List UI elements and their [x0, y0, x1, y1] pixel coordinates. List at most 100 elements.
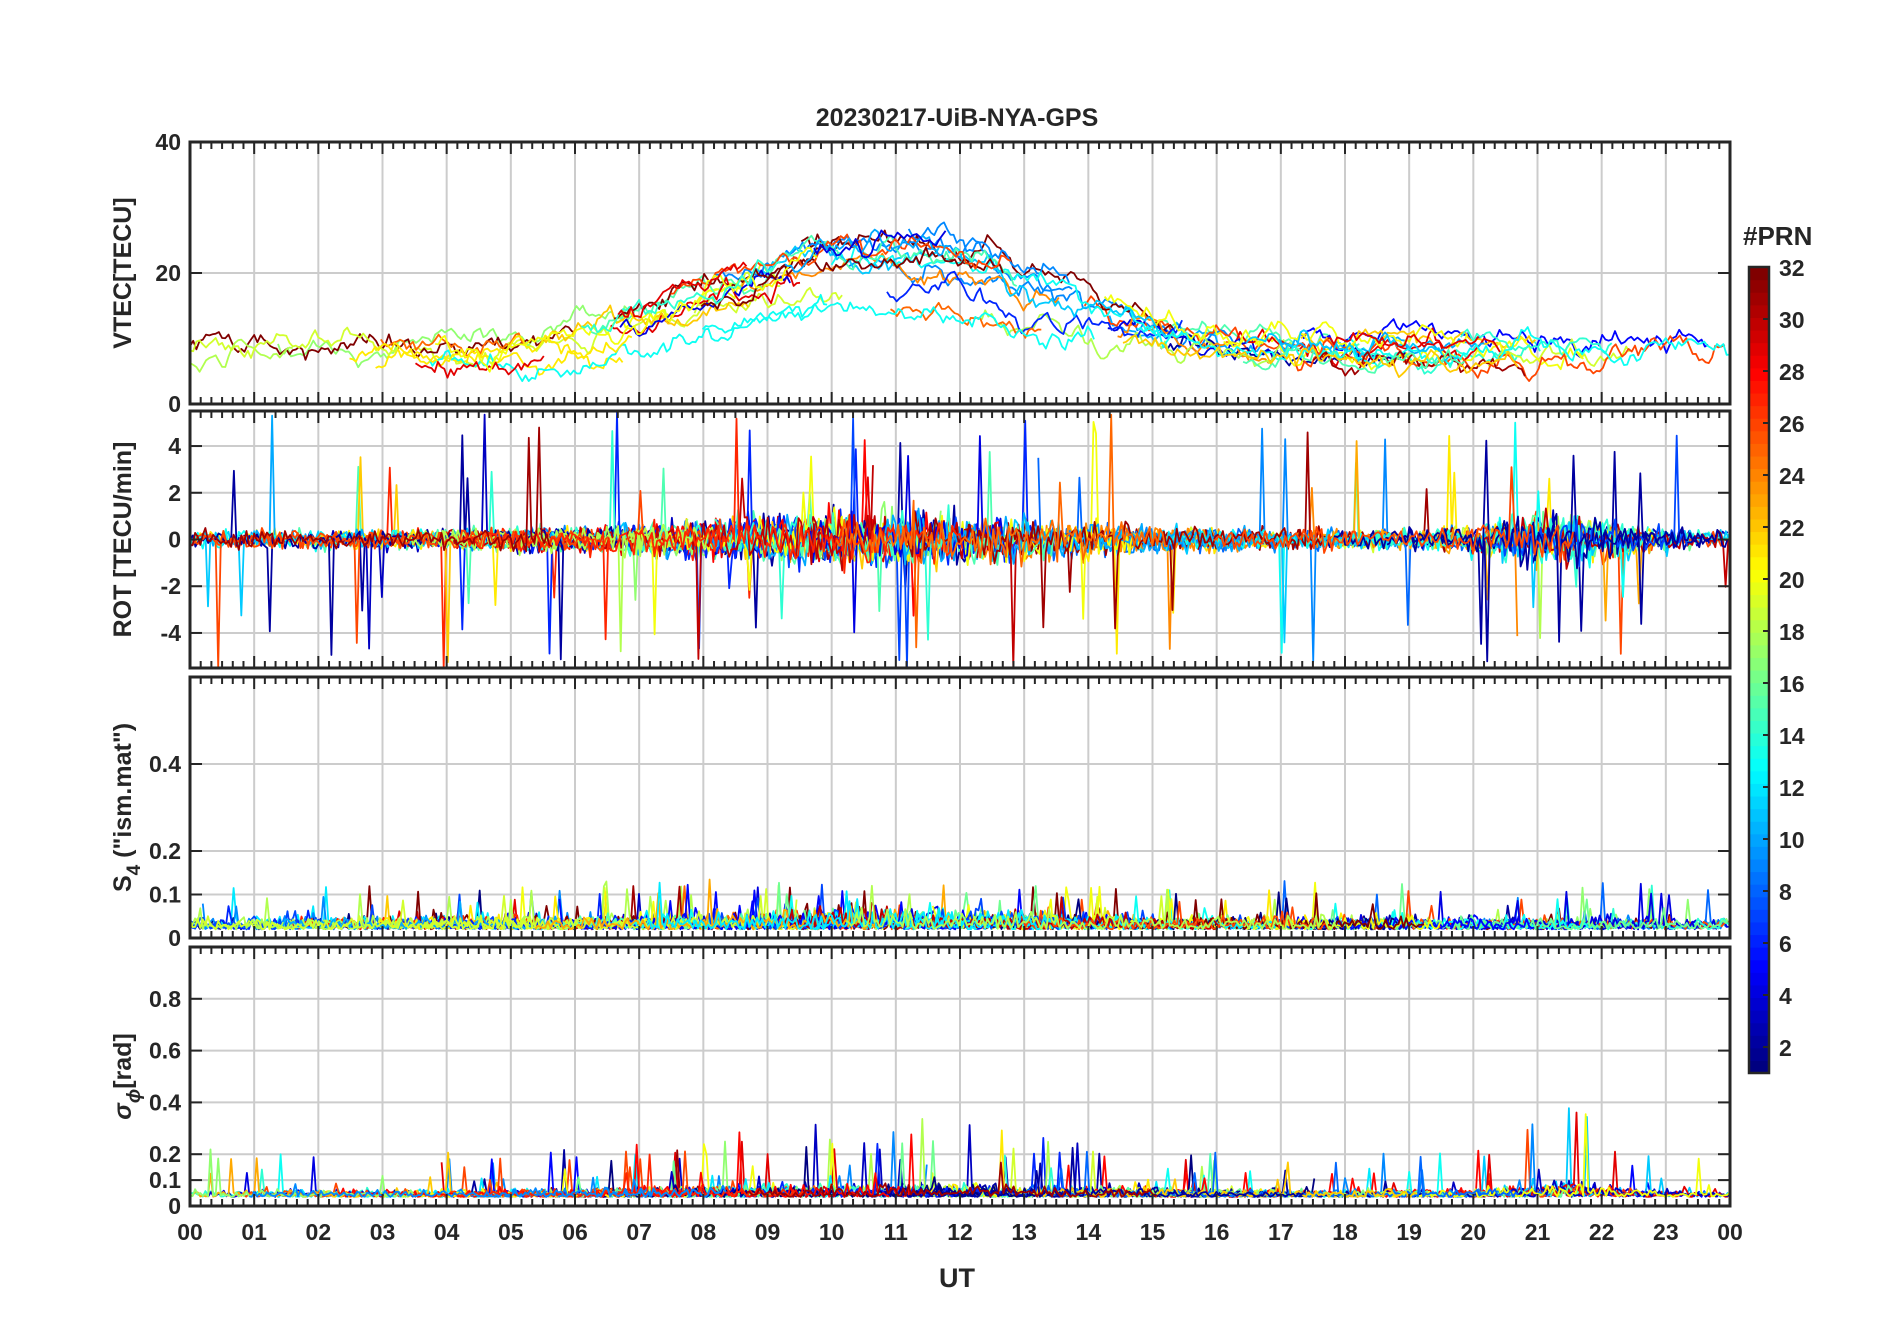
colorbar-segment: [1749, 972, 1769, 986]
x-tick-label: 02: [306, 1219, 332, 1245]
series-line: [1035, 1161, 1417, 1198]
colorbar-segment: [1749, 909, 1769, 923]
y-tick-label: 0.1: [149, 1167, 181, 1193]
series-line: [375, 347, 624, 376]
series-line: [190, 426, 553, 553]
y-tick-label: 4: [168, 433, 181, 459]
colorbar-segment: [1749, 581, 1769, 596]
grid-s4: [190, 677, 1730, 938]
series-line: [190, 414, 440, 550]
y-tick-label: 0.2: [149, 1141, 181, 1167]
colorbar-segment: [1749, 1035, 1769, 1049]
colorbar-tick-label: 12: [1779, 775, 1805, 801]
y-axis-label-vtec: VTEC[TECU]: [109, 197, 137, 348]
x-tick-label: 15: [1140, 1219, 1166, 1245]
colorbar-segment: [1749, 607, 1769, 621]
colorbar-segment: [1749, 770, 1769, 784]
y-tick-label: 2: [168, 480, 181, 506]
y-tick-label: 20: [155, 260, 181, 286]
colorbar-segment: [1749, 304, 1769, 318]
colorbar-segment: [1749, 317, 1769, 331]
series-line: [581, 259, 781, 334]
colorbar-segment: [1749, 695, 1769, 709]
y-axis-label-rot: ROT [TECU/min]: [109, 442, 137, 638]
colorbar-tick-label: 22: [1779, 515, 1805, 541]
x-tick-label: 13: [1011, 1219, 1037, 1245]
colorbar-segment: [1749, 380, 1769, 394]
colorbar-segment: [1749, 821, 1769, 835]
series-line: [190, 899, 555, 931]
x-axis-label: UT: [939, 1263, 975, 1293]
x-tick-label: 06: [562, 1219, 588, 1245]
series-s4: [190, 878, 1730, 931]
x-tick-label: 07: [626, 1219, 652, 1245]
y-tick-label: 0.4: [149, 1089, 181, 1115]
colorbar-segment: [1749, 405, 1769, 419]
colorbar-segment: [1749, 846, 1769, 860]
series-line: [714, 450, 1055, 612]
colorbar-segment: [1749, 858, 1769, 873]
x-tick-label: 09: [755, 1219, 781, 1245]
colorbar-segment: [1749, 468, 1769, 482]
colorbar-tick-label: 8: [1779, 879, 1792, 905]
series-line: [884, 1146, 1304, 1198]
colorbar-title: #PRN: [1743, 221, 1812, 251]
colorbar-segment: [1749, 682, 1769, 696]
ticks-rot: -4 -2 0 2 4: [161, 411, 1731, 668]
colorbar-segment: [1749, 934, 1769, 948]
colorbar-border: [1747, 265, 1771, 1075]
y-tick-label: 0.8: [149, 986, 181, 1012]
colorbar-segment: [1749, 355, 1769, 369]
colorbar-segment: [1749, 594, 1769, 608]
colorbar-segment: [1749, 808, 1769, 822]
x-tick-label: 23: [1653, 1219, 1679, 1245]
colorbar-segment: [1749, 506, 1769, 520]
colorbar-segment: [1749, 670, 1769, 684]
y-tick-label: 0: [168, 925, 181, 951]
colorbar-segment: [1749, 267, 1769, 281]
colorbar-segment: [1749, 921, 1769, 936]
ticks-s4: 0 0.1 0.2 0.4: [149, 677, 1731, 951]
series-line: [619, 269, 791, 337]
colorbar-tick-label: 4: [1779, 983, 1792, 1009]
series-line: [1491, 434, 1688, 568]
x-tick-label: 00: [177, 1219, 203, 1245]
colorbar-segment: [1749, 619, 1769, 633]
x-tick-label: 18: [1332, 1219, 1358, 1245]
series-line: [1122, 334, 1519, 379]
x-tick-label: 22: [1589, 1219, 1615, 1245]
colorbar-segment: [1749, 896, 1769, 910]
series-line: [1460, 328, 1613, 358]
colorbar-segment: [1749, 531, 1769, 545]
colorbar-segment: [1749, 544, 1769, 558]
colorbar-tick-label: 18: [1779, 619, 1805, 645]
series-line: [190, 1148, 415, 1198]
colorbar-segment: [1749, 947, 1769, 961]
colorbar-segment: [1749, 745, 1769, 759]
colorbar-segment: [1749, 418, 1769, 432]
colorbar-segment: [1749, 569, 1769, 583]
colorbar-segment: [1749, 871, 1769, 885]
colorbar-tick-label: 26: [1779, 411, 1805, 437]
colorbar-tick-label: 32: [1779, 255, 1805, 281]
colorbar-segment: [1749, 481, 1769, 495]
y-tick-label: 0: [168, 527, 181, 553]
panel-vtec: 0 20 40 VTEC[TECU]: [109, 129, 1732, 417]
colorbar-segment: [1749, 833, 1769, 847]
series-line: [277, 304, 635, 369]
colorbar-segment: [1749, 342, 1769, 356]
colorbar-tick-label: 20: [1779, 567, 1805, 593]
colorbar-segment: [1749, 984, 1769, 999]
y-axis-label-s4: S4 ("ism.mat"): [109, 723, 145, 892]
series-line: [380, 332, 526, 357]
colorbar-segment: [1749, 556, 1769, 570]
series-line: [617, 261, 748, 319]
series-line: [1213, 466, 1574, 563]
series-line: [415, 355, 545, 379]
colorbar-tick-label: 30: [1779, 307, 1805, 333]
panel-sigma_phi: 00.10.2 0.4 0.6 0.8σϕ[rad]: [109, 945, 1732, 1219]
series-line: [813, 229, 947, 259]
y-tick-label: -4: [161, 620, 182, 646]
colorbar-segment: [1749, 518, 1769, 533]
